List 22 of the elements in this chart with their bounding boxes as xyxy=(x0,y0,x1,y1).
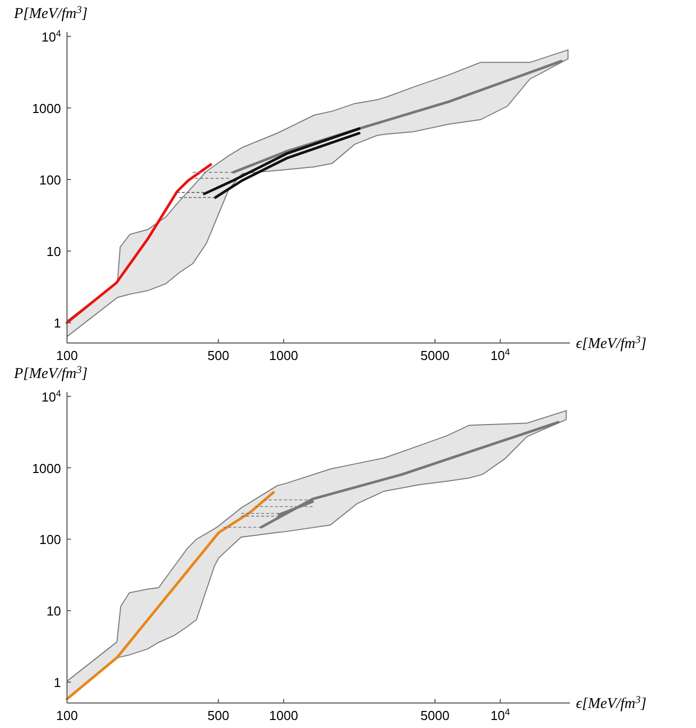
y-tick-label: 10$^{4}$ xyxy=(41,28,61,44)
y-tick-label: 100 xyxy=(39,172,61,188)
x-tick-label: 5000 xyxy=(420,708,450,723)
x-tick-label: 1000 xyxy=(269,348,298,363)
y-tick-label: 10$^{4}$ xyxy=(41,388,61,404)
x-tick-label: 500 xyxy=(208,708,230,723)
y-axis-title: P[MeV/fm$^{3}$] xyxy=(13,4,88,22)
x-tick-label: 10$^{4}$ xyxy=(490,347,510,363)
x-tick-label: 5000 xyxy=(420,348,450,363)
y-tick-label: 1 xyxy=(54,316,61,331)
x-axis-title: ϵ[MeV/fm$^{3}$] xyxy=(576,334,647,352)
y-tick-label: 1000 xyxy=(32,100,61,116)
y-tick-label: 100 xyxy=(39,532,61,548)
x-tick-label: 10$^{4}$ xyxy=(490,707,510,723)
y-tick-label: 10 xyxy=(46,604,61,619)
x-axis-title: ϵ[MeV/fm$^{3}$] xyxy=(576,694,647,712)
x-tick-label: 500 xyxy=(208,348,230,363)
y-axis-title: P[MeV/fm$^{3}$] xyxy=(13,364,88,382)
y-tick-label: 1000 xyxy=(32,460,61,476)
y-tick-label: 10 xyxy=(46,244,61,260)
x-tick-label: 1000 xyxy=(269,708,298,723)
y-tick-label: 1 xyxy=(54,675,61,690)
